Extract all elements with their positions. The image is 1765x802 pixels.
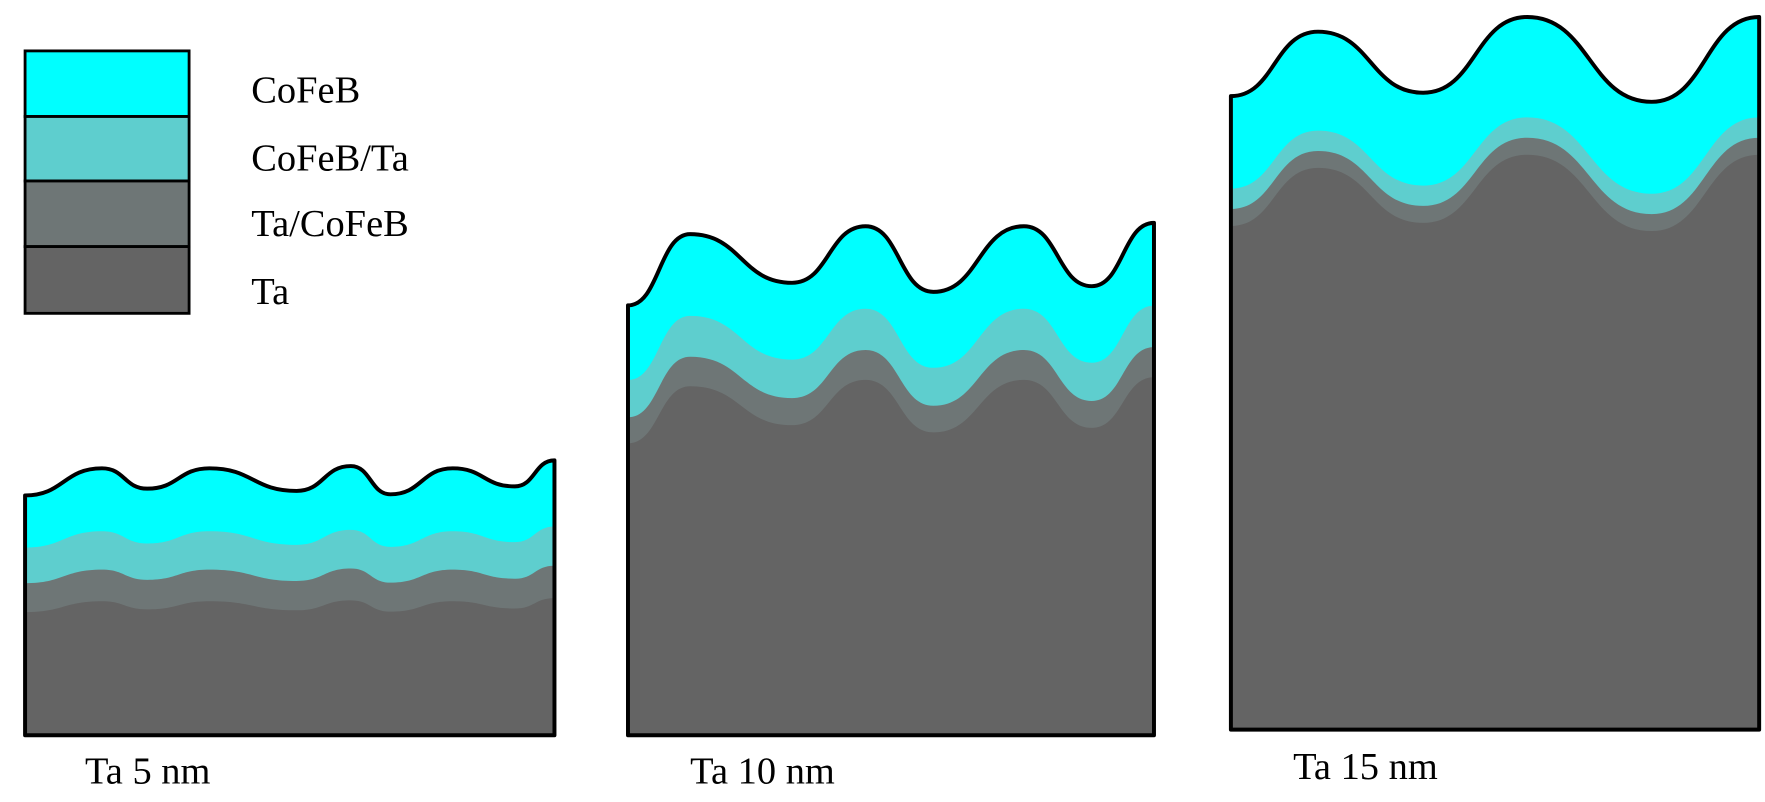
outline xyxy=(1228,14,1762,732)
legend: CoFeB CoFeB/Ta Ta/CoFeB Ta xyxy=(23,49,409,315)
outline xyxy=(23,458,557,738)
legend-swatch xyxy=(23,179,191,249)
panel-label: Ta 10 nm xyxy=(690,751,835,793)
legend-swatch xyxy=(23,49,191,118)
panels xyxy=(23,14,1762,738)
ta-layer xyxy=(25,598,555,736)
legend-label: Ta/CoFeB xyxy=(251,203,408,245)
ta-layer xyxy=(627,377,1154,736)
legend-swatch xyxy=(23,115,191,183)
panel-label: Ta 15 nm xyxy=(1293,746,1438,788)
legend-swatch xyxy=(23,245,191,315)
legend-label: Ta xyxy=(251,271,289,313)
outline xyxy=(626,220,1156,738)
legend-label: CoFeB/Ta xyxy=(251,138,408,180)
legend-label: CoFeB xyxy=(251,70,360,112)
panel-label: Ta 5 nm xyxy=(85,751,211,793)
ta-layer xyxy=(1230,154,1760,730)
